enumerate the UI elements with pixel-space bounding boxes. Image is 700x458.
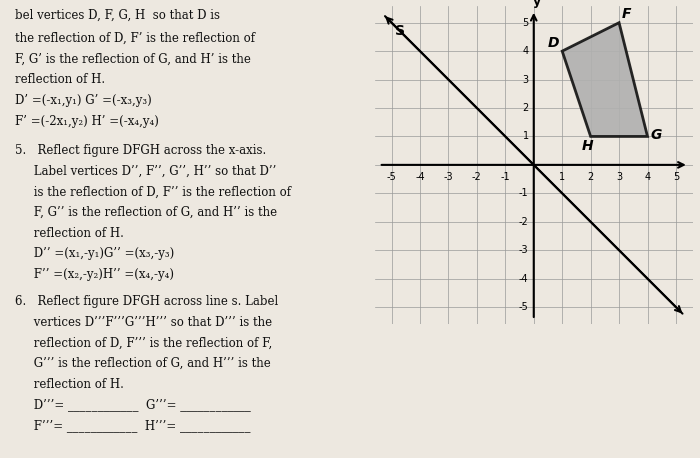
Text: -4: -4 <box>415 172 425 182</box>
Text: S: S <box>395 24 405 38</box>
Text: F: F <box>622 7 631 21</box>
Text: the reflection of D, F’ is the reflection of: the reflection of D, F’ is the reflectio… <box>15 32 255 45</box>
Text: 1: 1 <box>559 172 566 182</box>
Text: D’ =(-x₁,y₁) G’ =(-x₃,y₃): D’ =(-x₁,y₁) G’ =(-x₃,y₃) <box>15 94 152 107</box>
Text: 2: 2 <box>587 172 594 182</box>
Text: H: H <box>582 139 594 153</box>
Text: reflection of H.: reflection of H. <box>15 73 105 86</box>
Text: is the reflection of D, F’’ is the reflection of: is the reflection of D, F’’ is the refle… <box>15 185 291 198</box>
Text: F’ =(-2x₁,y₂) H’ =(-x₄,y₄): F’ =(-2x₁,y₂) H’ =(-x₄,y₄) <box>15 114 159 127</box>
Text: D: D <box>548 36 559 50</box>
Text: -5: -5 <box>386 172 396 182</box>
Text: F, G’ is the reflection of G, and H’ is the: F, G’ is the reflection of G, and H’ is … <box>15 53 251 65</box>
Text: 4: 4 <box>522 46 528 56</box>
Text: -3: -3 <box>519 245 528 255</box>
Text: -4: -4 <box>519 273 528 284</box>
Text: D’’’= ____________  G’’’= ____________: D’’’= ____________ G’’’= ____________ <box>15 398 251 411</box>
Text: -1: -1 <box>500 172 510 182</box>
Text: G: G <box>650 128 662 142</box>
Text: 6.   Reflect figure DFGH across line s. Label: 6. Reflect figure DFGH across line s. La… <box>15 295 278 308</box>
Text: 4: 4 <box>645 172 650 182</box>
Text: bel vertices D, F, G, H  so that D is: bel vertices D, F, G, H so that D is <box>15 9 220 22</box>
Text: -2: -2 <box>519 217 528 227</box>
Text: Label vertices D’’, F’’, G’’, H’’ so that D’’: Label vertices D’’, F’’, G’’, H’’ so tha… <box>15 165 276 178</box>
Text: 5.   Reflect figure DFGH across the x-axis.: 5. Reflect figure DFGH across the x-axis… <box>15 144 266 157</box>
Text: 1: 1 <box>522 131 528 142</box>
Text: y: y <box>533 0 541 9</box>
Polygon shape <box>562 23 648 136</box>
Text: -5: -5 <box>519 302 528 312</box>
Text: -1: -1 <box>519 188 528 198</box>
Text: vertices D’’’F’’’G’’’H’’’ so that D’’’ is the: vertices D’’’F’’’G’’’H’’’ so that D’’’ i… <box>15 316 272 329</box>
Text: G’’’ is the reflection of G, and H’’’ is the: G’’’ is the reflection of G, and H’’’ is… <box>15 357 271 370</box>
Text: 5: 5 <box>673 172 679 182</box>
Text: 3: 3 <box>616 172 622 182</box>
Text: reflection of H.: reflection of H. <box>15 227 124 240</box>
Text: reflection of H.: reflection of H. <box>15 378 124 391</box>
Text: F, G’’ is the reflection of G, and H’’ is the: F, G’’ is the reflection of G, and H’’ i… <box>15 206 277 219</box>
Text: 3: 3 <box>522 75 528 85</box>
Text: F’’ =(x₂,-y₂)H’’ =(x₄,-y₄): F’’ =(x₂,-y₂)H’’ =(x₄,-y₄) <box>15 268 174 281</box>
Text: 2: 2 <box>522 103 528 113</box>
Text: reflection of D, F’’’ is the reflection of F,: reflection of D, F’’’ is the reflection … <box>15 337 272 349</box>
Text: D’’ =(x₁,-y₁)G’’ =(x₃,-y₃): D’’ =(x₁,-y₁)G’’ =(x₃,-y₃) <box>15 247 174 260</box>
Text: F’’’= ____________  H’’’= ____________: F’’’= ____________ H’’’= ____________ <box>15 419 251 432</box>
Text: -2: -2 <box>472 172 482 182</box>
Text: 5: 5 <box>522 18 528 27</box>
Text: -3: -3 <box>444 172 454 182</box>
